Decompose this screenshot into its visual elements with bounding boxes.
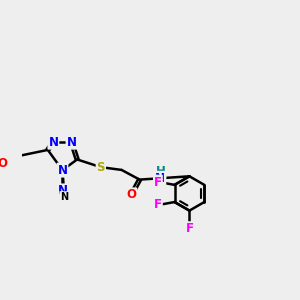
Text: N: N xyxy=(48,136,59,149)
Text: N: N xyxy=(155,172,165,185)
Text: O: O xyxy=(0,157,8,169)
Text: N: N xyxy=(58,164,68,177)
Text: F: F xyxy=(154,176,162,189)
Text: H: H xyxy=(155,165,165,178)
Text: F: F xyxy=(154,198,162,211)
Text: N: N xyxy=(67,136,76,149)
Text: N: N xyxy=(60,192,68,202)
Text: O: O xyxy=(126,188,136,201)
Text: N: N xyxy=(58,184,68,197)
Text: F: F xyxy=(185,222,194,235)
Text: S: S xyxy=(97,161,105,174)
